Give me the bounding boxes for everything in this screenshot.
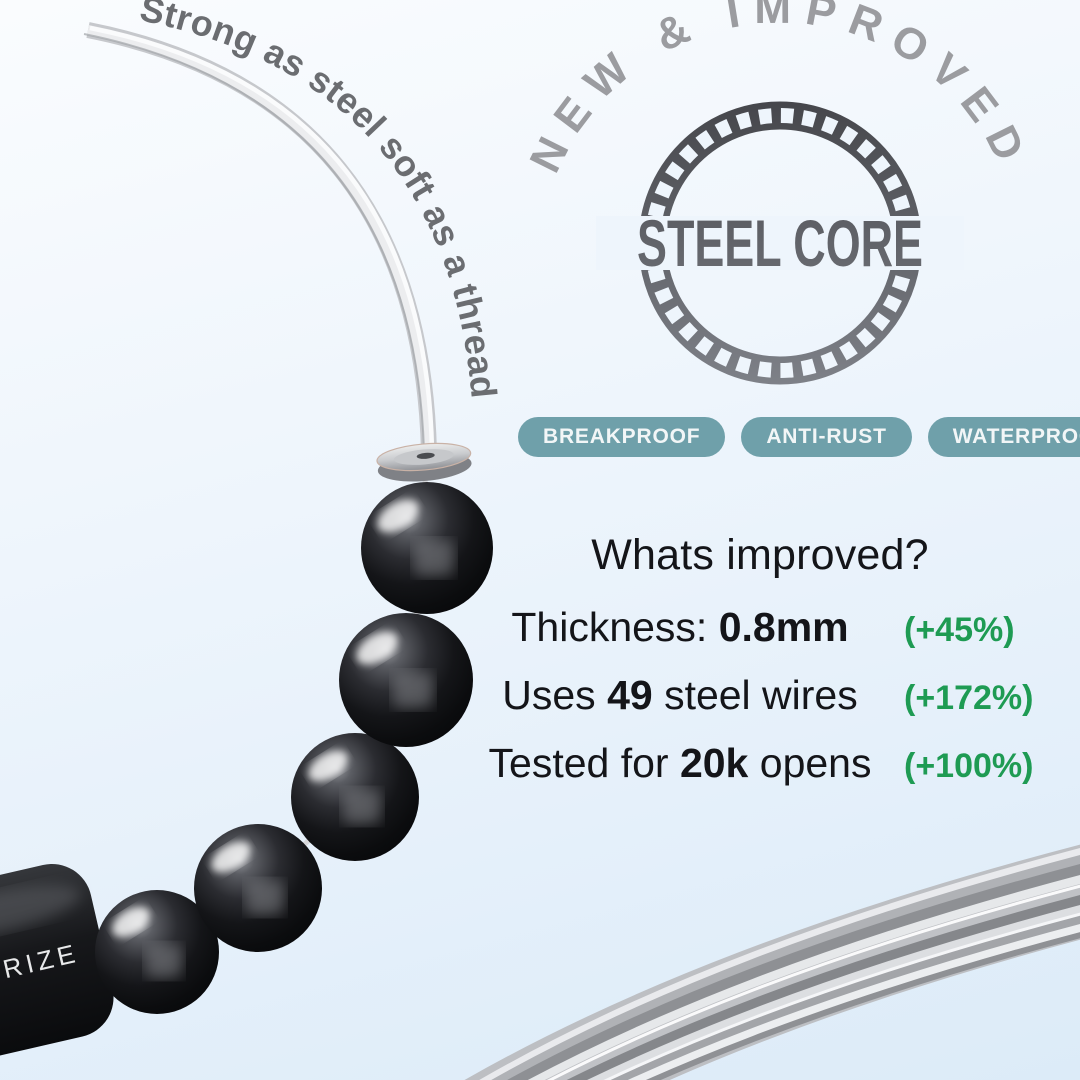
spec-gain: (+172%) <box>904 679 1034 717</box>
badge-anti-rust: ANTI-RUST <box>741 417 912 457</box>
washer-disc <box>376 442 472 482</box>
steel-wire <box>83 22 437 453</box>
steel-core-stamp: STEEL CORE <box>596 101 964 385</box>
arc-label: NEW & IMPROVED <box>521 0 1040 180</box>
spec-gain: (+45%) <box>904 611 1015 649</box>
bead <box>361 482 493 614</box>
badge-breakproof: BREAKPROOF <box>518 417 726 457</box>
spec-text: Thickness: 0.8mm <box>511 604 849 650</box>
spec-gain: (+100%) <box>904 747 1034 785</box>
badge-waterproof: WATERPROOF <box>927 417 1080 457</box>
bead <box>339 613 473 747</box>
bead-chain <box>95 482 493 1014</box>
spec-text: Uses 49 steel wires <box>502 672 858 718</box>
spec-row-tested: Tested for 20k opens (+100%) <box>480 740 1055 787</box>
brand-cylinder: RIZE <box>0 863 114 1065</box>
spec-text: Tested for 20k opens <box>488 740 872 786</box>
spec-rows: Thickness: 0.8mm (+45%) Uses 49 steel wi… <box>480 604 1055 787</box>
feature-badges: BREAKPROOF ANTI-RUST WATERPROOF <box>518 417 1080 457</box>
improvements-panel: Whats improved? Thickness: 0.8mm (+45%) … <box>480 530 1055 787</box>
spec-row-wires: Uses 49 steel wires (+172%) <box>480 672 1055 719</box>
stamp-center-label: STEEL CORE <box>637 206 923 280</box>
twisted-cable <box>464 844 1080 1080</box>
bead <box>291 733 419 861</box>
bead <box>95 890 219 1014</box>
spec-row-thickness: Thickness: 0.8mm (+45%) <box>480 604 1055 651</box>
improvements-heading: Whats improved? <box>591 531 929 579</box>
bead <box>194 824 322 952</box>
